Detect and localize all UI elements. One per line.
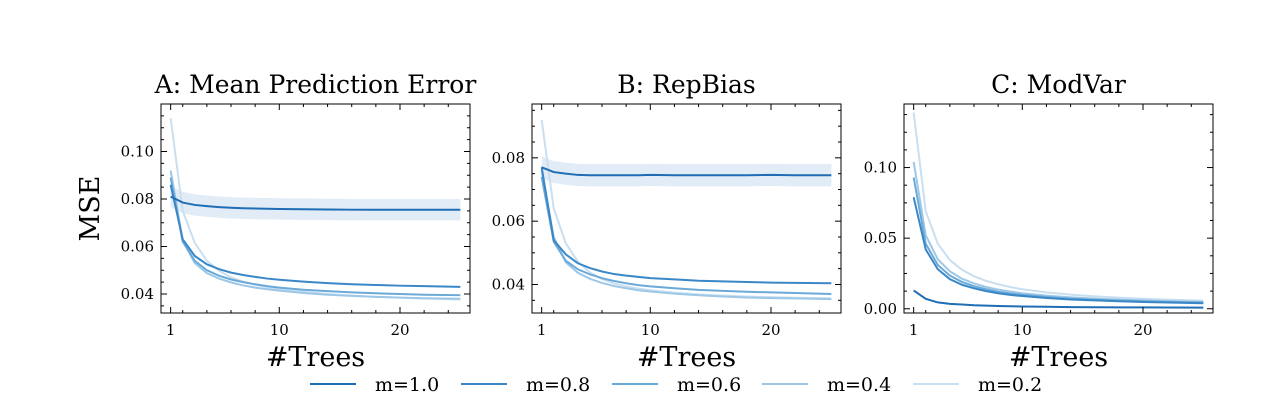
- x-tick-label: 20: [1133, 321, 1152, 339]
- series-line-m-0_8: [912, 196, 1204, 305]
- x-tick-label: 10: [641, 321, 660, 339]
- y-tick-label: 0.05: [864, 229, 897, 247]
- panel-2: C: ModVar #Trees 1 10 20 0.00 0.05 0.10: [864, 70, 1214, 373]
- series-line-m-0_4: [169, 170, 461, 300]
- legend-label: m=1.0: [375, 374, 439, 396]
- x-tick-label: 1: [537, 321, 547, 339]
- axes-frame: [531, 103, 842, 314]
- legend-label: m=0.2: [978, 374, 1042, 396]
- x-tick-label: 10: [270, 321, 289, 339]
- plot-area: [540, 119, 832, 301]
- series-line-m-0_6: [912, 177, 1204, 304]
- y-axis-label: MSE: [75, 176, 106, 242]
- legend-label: m=0.6: [677, 374, 741, 396]
- x-tick-label: 20: [390, 321, 409, 339]
- x-tick-label: 1: [909, 321, 919, 339]
- y-tick-label: 0.10: [864, 159, 897, 177]
- series-line-m-0_6: [169, 177, 461, 297]
- series-line-m-1_0: [913, 289, 1204, 309]
- series-line-m-0_8: [169, 184, 461, 288]
- plot-area: [912, 112, 1204, 309]
- legend-label: m=0.4: [827, 374, 891, 396]
- series-line-m-0_6: [540, 176, 832, 295]
- confidence-band-m-1.0: [541, 156, 832, 187]
- y-tick-label: 0.04: [492, 276, 525, 294]
- y-tick-label: 0.06: [492, 212, 525, 230]
- axes-frame: [160, 103, 471, 314]
- panel-1: B: RepBias #Trees 1 10 20 0.04 0.06 0.08: [492, 70, 842, 373]
- x-axis-label: #Trees: [637, 342, 736, 373]
- legend: m=1.0 m=0.8 m=0.6 m=0.4 m=0.2: [310, 374, 1042, 396]
- series-line-m-0_8: [540, 167, 832, 285]
- y-tick-label: 0.04: [121, 285, 154, 303]
- y-tick-label: 0.00: [864, 300, 897, 318]
- series-line-m-0_4: [540, 170, 832, 301]
- series-line-m-0_4: [912, 161, 1204, 303]
- y-tick-label: 0.08: [121, 190, 154, 208]
- legend-label: m=0.8: [526, 374, 590, 396]
- panel-title: C: ModVar: [991, 70, 1126, 99]
- x-axis-label: #Trees: [266, 342, 365, 373]
- y-tick-label: 0.10: [121, 143, 154, 161]
- x-tick-label: 20: [761, 321, 780, 339]
- x-tick-label: 10: [1013, 321, 1032, 339]
- y-tick-label: 0.06: [121, 238, 154, 256]
- axes-frame: [903, 103, 1214, 314]
- panel-title: A: Mean Prediction Error: [154, 70, 477, 99]
- y-tick-label: 0.08: [492, 149, 525, 167]
- x-tick-label: 1: [166, 321, 176, 339]
- series-line-m-1_0: [170, 195, 461, 211]
- plot-area: [169, 118, 461, 301]
- x-axis-label: #Trees: [1009, 342, 1108, 373]
- panel-title: B: RepBias: [617, 70, 755, 99]
- series-line-m-1_0: [541, 166, 832, 177]
- confidence-band-m-1.0: [170, 185, 461, 221]
- series-line-m-0_2: [912, 112, 1204, 302]
- panel-0: A: Mean Prediction Error #Trees MSE 1 10 20 0.…: [75, 70, 476, 373]
